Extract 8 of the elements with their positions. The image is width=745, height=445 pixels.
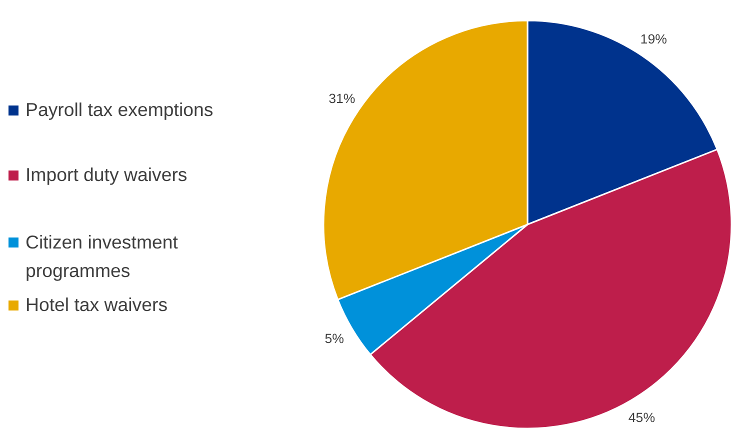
legend-label: Citizen investment programmes: [26, 232, 179, 281]
data-label: 5%: [324, 331, 344, 346]
legend-label: Payroll tax exemptions: [26, 99, 214, 120]
data-label: 19%: [640, 31, 668, 46]
data-label: 45%: [628, 410, 656, 426]
legend-label: Hotel tax waivers: [26, 294, 168, 315]
data-label: 31%: [328, 90, 356, 106]
legend-label: Import duty waivers: [26, 164, 188, 185]
